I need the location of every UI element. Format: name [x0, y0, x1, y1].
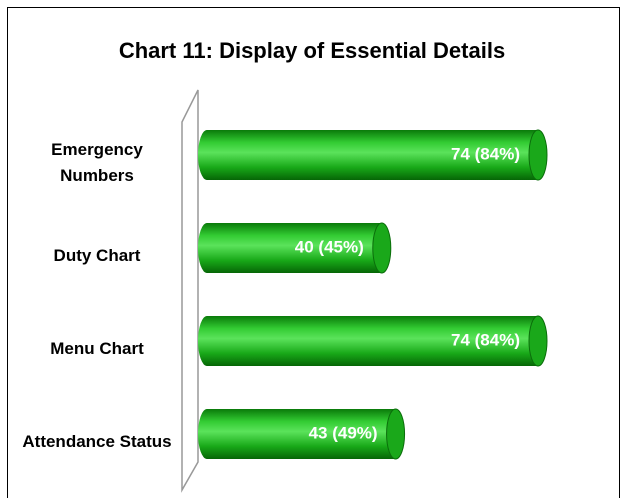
category-label: Attendance Status: [22, 432, 172, 451]
bar: [198, 408, 405, 459]
value-label: 40 (45%): [295, 237, 364, 256]
category-label: Emergency Numbers: [51, 140, 143, 185]
wall: [181, 89, 199, 493]
bar: [198, 223, 391, 273]
bar: [198, 316, 547, 366]
category-label: Duty Chart: [53, 246, 141, 265]
value-label: 43 (49%): [309, 423, 378, 442]
bar-cap: [386, 408, 406, 460]
value-label: 74 (84%): [451, 330, 520, 349]
bar-cap: [372, 222, 392, 274]
chart-title: Chart 11: Display of Essential Details: [119, 38, 505, 63]
bar-cap: [528, 129, 548, 181]
category-label: Menu Chart: [50, 339, 144, 358]
bar: [198, 130, 547, 180]
value-label: 74 (84%): [451, 144, 520, 163]
frame: [7, 7, 620, 498]
bar-cap: [528, 315, 548, 367]
